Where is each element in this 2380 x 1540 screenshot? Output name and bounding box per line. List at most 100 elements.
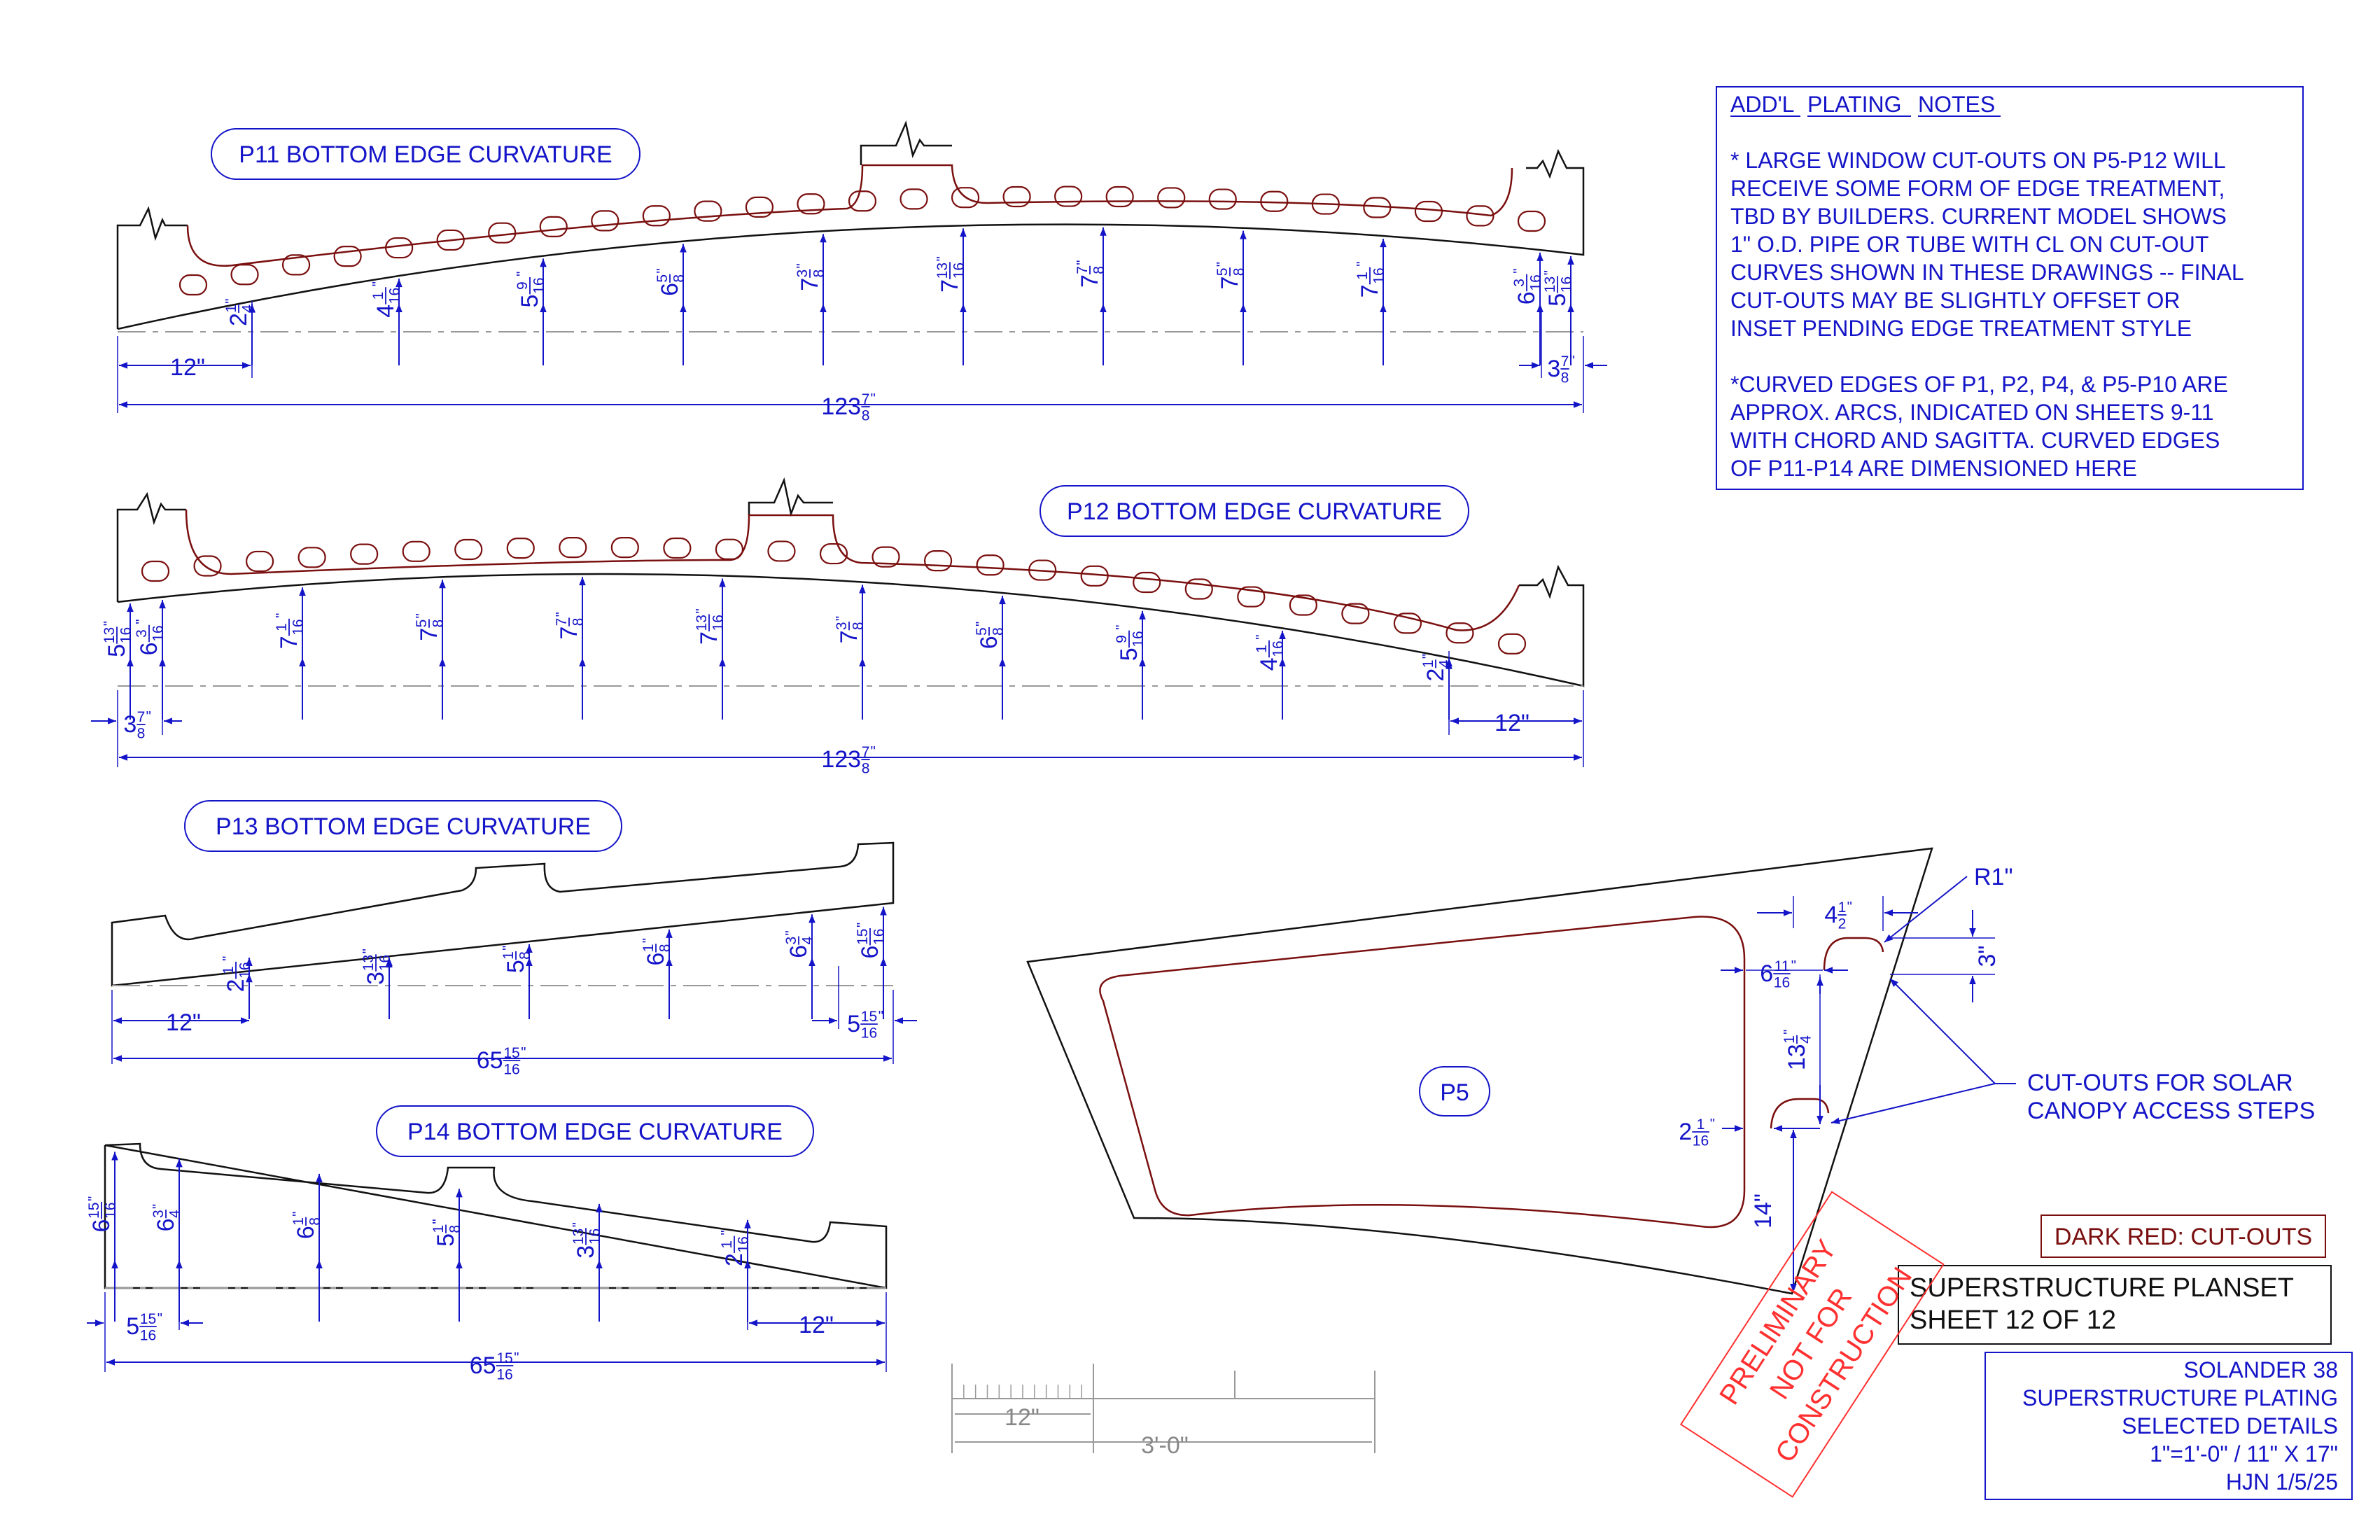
- height-dim-label: 65 8": [654, 268, 687, 296]
- inch-mark: ": [1114, 624, 1129, 629]
- p5-bottom-offset: 14": [1750, 1194, 1777, 1228]
- lightening-hole: [1363, 197, 1392, 218]
- numerator: 13: [570, 1228, 587, 1245]
- whole-number: 5: [847, 1011, 860, 1037]
- inch-mark: ": [834, 616, 849, 621]
- inch-mark: ": [1710, 1116, 1715, 1132]
- legend-text: DARK RED: CUT-OUTS: [2054, 1224, 2312, 1250]
- numerator: 3: [150, 1210, 167, 1218]
- p11-title: P11 BOTTOM EDGE CURVATURE: [239, 141, 612, 168]
- height-dim-label: 77 8": [1074, 260, 1107, 288]
- whole-number: 5: [126, 1313, 139, 1340]
- numerator: 3: [834, 622, 850, 630]
- numerator: 7: [862, 391, 870, 407]
- lightening-hole: [1497, 633, 1527, 654]
- title-block: SOLANDER 38 SUPERSTRUCTURE PLATING SELEC…: [1984, 1352, 2353, 1500]
- denominator: 16: [1774, 974, 1790, 990]
- lightening-hole: [767, 540, 796, 562]
- p14-detail: P14 BOTTOM EDGE CURVATURE 615 16"63 4"61 8"…: [86, 1105, 888, 1382]
- inch-mark: ": [694, 608, 709, 613]
- notes-heading-notes: NOTES: [1918, 92, 1995, 117]
- whole-number: 2: [1422, 668, 1449, 682]
- lightening-hole: [559, 537, 587, 559]
- p5-radius: R1": [1974, 864, 2013, 890]
- whole-number: 6: [857, 946, 883, 959]
- denominator: 16: [1371, 267, 1387, 284]
- note-line: * LARGE WINDOW CUT-OUTS ON P5-P12 WILL: [1730, 148, 2226, 173]
- lightening-hole: [1002, 186, 1031, 208]
- p5-inset-lower-label: 2 116": [1679, 1116, 1715, 1149]
- whole-number: 5: [433, 1233, 459, 1247]
- p11-right-offset-label: 3 78": [1547, 354, 1575, 386]
- denominator: 4: [239, 304, 255, 313]
- inch-mark: ": [871, 391, 876, 407]
- whole-number: 13: [1784, 1044, 1810, 1070]
- inch-mark: ": [414, 613, 429, 618]
- denominator: 16: [496, 1366, 512, 1382]
- lightening-hole: [178, 274, 208, 296]
- height-dim-label: 713 16": [694, 608, 726, 645]
- height-dim-label: 73 8": [834, 616, 866, 644]
- p5-step-width-label: 4 12": [1824, 899, 1852, 932]
- height-dim-label: 313 16": [360, 948, 393, 985]
- inch-mark: ": [274, 613, 289, 618]
- numerator: 15: [855, 928, 871, 944]
- plating-notes: ADD'L PLATING NOTES * LARGE WINDOW CUT-O…: [1716, 86, 2304, 490]
- inch-mark: ": [1791, 958, 1796, 974]
- p5-inset-lower: 2 116": [1679, 1116, 1715, 1149]
- lightening-hole: [333, 246, 362, 267]
- numerator: 9: [514, 281, 531, 290]
- note-line: *CURVED EDGES OF P1, P2, P4, & P5-P10 AR…: [1730, 372, 2228, 397]
- lightening-hole: [610, 536, 639, 559]
- inch-mark: ": [794, 263, 810, 268]
- inch-mark: ": [719, 1230, 734, 1235]
- lightening-hole: [663, 537, 692, 559]
- p11-height-dims: 21 4"41 16"59 16"65 8"73 8"713 16"77 8"75 8"71 16…: [223, 227, 1574, 365]
- p12-lightening-holes: [141, 536, 1527, 654]
- inch-mark: ": [1782, 1030, 1797, 1035]
- lightening-hole: [385, 237, 414, 259]
- numerator: 5: [654, 274, 671, 283]
- p11-title-box: [211, 128, 640, 180]
- height-dim-label: 2 1 16": [719, 1230, 751, 1266]
- height-dim-label: 21 4": [223, 298, 255, 326]
- lightening-hole: [1133, 571, 1161, 594]
- notes-heading-plating: PLATING: [1807, 92, 1902, 117]
- note-line: RECEIVE SOME FORM OF EDGE TREATMENT,: [1730, 176, 2225, 201]
- p13-title: P13 BOTTOM EDGE CURVATURE: [216, 813, 591, 840]
- inch-mark: ": [1214, 262, 1230, 267]
- denominator: 16: [735, 1236, 751, 1252]
- numerator: 9: [1114, 635, 1130, 643]
- height-dim-label: 4 1 16": [370, 281, 402, 318]
- whole-number: 7: [696, 631, 722, 645]
- inch-mark: ": [500, 946, 516, 951]
- p14-title-box: [376, 1105, 814, 1157]
- lightening-hole: [591, 210, 620, 232]
- lightening-hole: [506, 538, 535, 559]
- drawing-description: SELECTED DETAILS: [2122, 1413, 2338, 1438]
- p12-left-offset-label: 3 78": [123, 709, 151, 741]
- lightening-hole: [694, 200, 722, 222]
- lightening-hole: [1414, 200, 1443, 223]
- lightening-hole: [1289, 594, 1317, 616]
- inch-mark: ": [640, 938, 656, 943]
- whole-number: 7: [1077, 274, 1103, 288]
- denominator: 4: [1436, 659, 1452, 668]
- numerator: 15: [86, 1203, 102, 1219]
- numerator: 1: [223, 304, 239, 313]
- denominator: 16: [710, 615, 726, 631]
- numerator: 15: [496, 1350, 512, 1366]
- numerator: 15: [503, 1045, 519, 1061]
- height-dim-label: 73 8": [794, 263, 827, 291]
- inch-mark: ": [878, 1009, 883, 1024]
- numerator: 3: [794, 270, 811, 278]
- height-dim-label: 75 8": [414, 613, 446, 641]
- lightening-hole: [454, 538, 483, 561]
- numerator: 13: [102, 627, 118, 643]
- scale-bar: 12" 3'-0": [951, 1364, 1376, 1459]
